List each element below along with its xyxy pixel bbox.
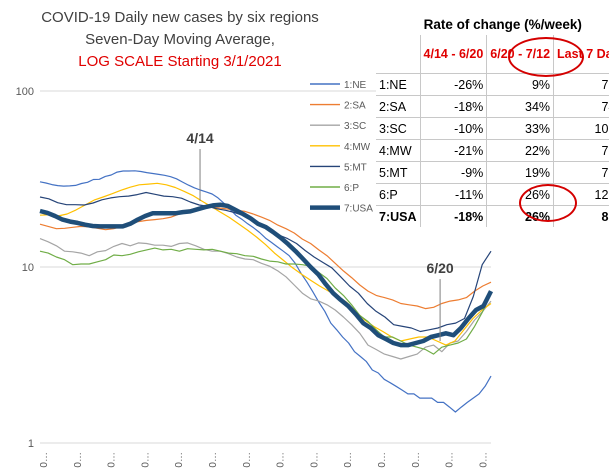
highlight-circle-usa-88	[519, 184, 577, 222]
chart-subtitle-log-scale: LOG SCALE Starting 3/1/2021	[78, 53, 282, 70]
x-tick-label: 0…	[411, 452, 422, 468]
y-tick-label: 1	[28, 438, 34, 450]
x-tick-label: 0…	[343, 452, 354, 468]
legend-label: 2:SA	[344, 101, 366, 112]
y-tick-labels: 100 10 1	[16, 86, 34, 450]
chart-subtitle: Seven-Day Moving Average,	[85, 31, 275, 48]
annotations: 4/14 6/20	[186, 130, 454, 342]
row-label: 6:P	[376, 183, 421, 206]
x-tick-labels: 0… 0… 0… 0… 0… 0… 0… 0… 0… 0… 0… 0… 0… 0…	[39, 452, 489, 468]
table-cell: -11%	[419, 183, 487, 206]
series-line-4-mw	[39, 182, 492, 346]
table-cell: 19%	[486, 161, 554, 184]
annotation-label: 6/20	[426, 260, 453, 276]
table-cell: 70%	[553, 73, 609, 96]
chart-title: COVID-19 Daily new cases by six regions	[41, 9, 319, 26]
table-cell: 33%	[486, 117, 554, 140]
y-tick-label: 100	[16, 86, 34, 98]
table-row: 4:MW-21%22%70%	[376, 139, 609, 162]
row-label: 2:SA	[376, 95, 421, 118]
table-cell: -9%	[419, 161, 487, 184]
row-label: 4:MW	[376, 139, 421, 162]
table-row: 5:MT-9%19%73%	[376, 161, 609, 184]
table-cell: -21%	[419, 139, 487, 162]
series-line-3-sc	[39, 238, 492, 360]
x-tick-label: 0…	[208, 452, 219, 468]
column-header: 4/14 - 6/20	[419, 35, 487, 74]
row-label: 5:MT	[376, 161, 421, 184]
x-tick-label: 0…	[242, 452, 253, 468]
x-tick-label: 0…	[140, 452, 151, 468]
y-tick-label: 10	[22, 262, 34, 274]
table-title: Rate of change (%/week)	[423, 16, 582, 32]
x-tick-label: 0…	[107, 452, 118, 468]
legend-label: 4:MW	[344, 142, 371, 153]
series-line-7-usa	[39, 202, 494, 348]
x-tick-label: 0…	[276, 452, 287, 468]
legend-label: 5:MT	[344, 162, 367, 173]
table-cell: 9%	[486, 73, 554, 96]
legend-label: 3:SC	[344, 121, 366, 132]
table-row: 2:SA-18%34%74%	[376, 95, 609, 118]
table-row: 3:SC-10%33%109%	[376, 117, 609, 140]
row-label: 3:SC	[376, 117, 421, 140]
x-tick-label: 0…	[309, 452, 320, 468]
series-lines	[39, 170, 494, 413]
table-cell: 73%	[553, 161, 609, 184]
table-row: 7:USA-18%26%88%	[376, 205, 609, 227]
table-cell: -10%	[419, 117, 487, 140]
table-cell: -18%	[419, 95, 487, 118]
x-tick-label: 0…	[174, 452, 185, 468]
table-cell: 70%	[553, 139, 609, 162]
table-cell: 74%	[553, 95, 609, 118]
x-tick-label: 0…	[73, 452, 84, 468]
series-line-6-p	[39, 247, 492, 355]
legend-label: 6:P	[344, 183, 359, 194]
x-tick-label: 0…	[445, 452, 456, 468]
series-line-1-ne	[39, 170, 492, 413]
highlight-circle-last-7-days	[508, 37, 584, 77]
row-label: 7:USA	[376, 205, 421, 227]
x-tick-label: 0…	[39, 452, 50, 468]
row-label: 1:NE	[376, 73, 421, 96]
table-cell: -18%	[419, 205, 487, 227]
x-tick-label: 0…	[377, 452, 388, 468]
table-cell: -26%	[419, 73, 487, 96]
legend: 1:NE 2:SA 3:SC 4:MW 5:MT 6:P 7:USA	[310, 80, 373, 215]
table-cell: 34%	[486, 95, 554, 118]
legend-label: 7:USA	[344, 204, 373, 215]
legend-label: 1:NE	[344, 80, 367, 91]
table-cell: 22%	[486, 139, 554, 162]
x-tick-label: 0…	[478, 452, 489, 468]
table-cell: 109%	[553, 117, 609, 140]
annotation-label: 4/14	[186, 130, 213, 146]
table-row: 1:NE-26%9%70%	[376, 73, 609, 96]
